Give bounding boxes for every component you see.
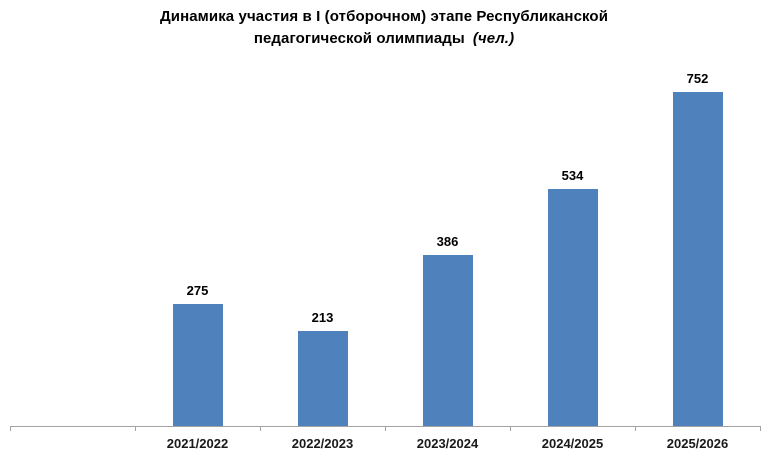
x-axis-tick (135, 426, 136, 431)
x-axis-tick (260, 426, 261, 431)
bar-2024-2025 (547, 189, 598, 426)
bar-2021-2022 (172, 304, 223, 426)
x-axis-tick (510, 426, 511, 431)
x-category-label: 2022/2023 (291, 436, 354, 451)
chart-title: Динамика участия в I (отборочном) этапе … (0, 6, 768, 50)
chart-title-line2: педагогической олимпиады (чел.) (0, 28, 768, 50)
x-category-label: 2024/2025 (541, 436, 604, 451)
bar-2023-2024 (422, 255, 473, 426)
bar-value-label: 213 (311, 310, 334, 325)
x-axis-tick (10, 426, 11, 431)
x-axis-tick (760, 426, 761, 431)
chart-title-units: (чел.) (472, 30, 515, 47)
bar-value-label: 534 (561, 168, 584, 183)
bar-2022-2023 (297, 331, 348, 426)
chart-title-line2-text: педагогической олимпиады (253, 30, 465, 47)
x-axis-line (10, 426, 761, 427)
x-category-label: 2025/2026 (666, 436, 729, 451)
chart-title-line1: Динамика участия в I (отборочном) этапе … (159, 8, 609, 25)
bar-value-label: 275 (186, 283, 209, 298)
bar-2025-2026 (672, 92, 723, 426)
x-axis-tick (635, 426, 636, 431)
x-category-label: 2021/2022 (166, 436, 229, 451)
bar-value-label: 386 (436, 234, 459, 249)
x-category-label: 2023/2024 (416, 436, 479, 451)
x-axis-tick (385, 426, 386, 431)
bar-value-label: 752 (686, 71, 709, 86)
